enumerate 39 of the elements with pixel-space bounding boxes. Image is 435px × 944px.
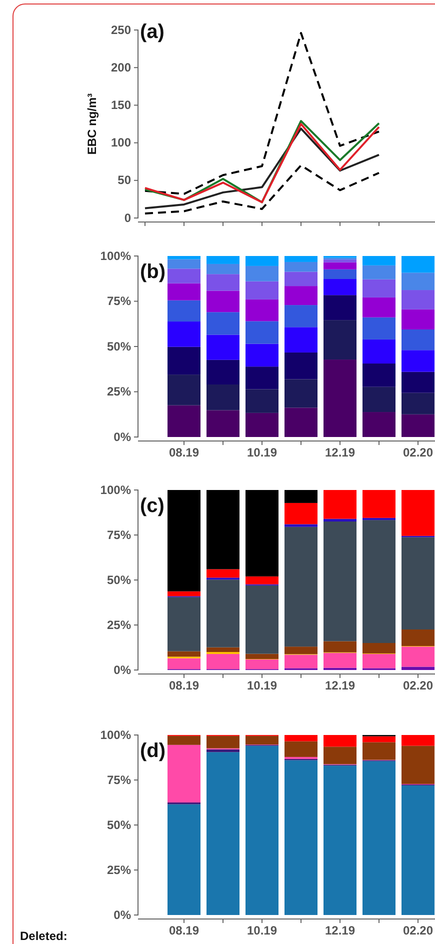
chart-title: (d) [140, 740, 166, 762]
y-tick-label: 25% [106, 618, 132, 632]
y-tick-label: 150 [110, 98, 132, 112]
text: Deleted: [20, 929, 68, 943]
y-tick-label: 25% [106, 862, 132, 877]
x-tick-label: 08.19 [168, 678, 200, 693]
x-tick-label: 02.20 [402, 446, 434, 460]
chart-title: (a) [140, 21, 164, 43]
y-tick-label: 0 [124, 210, 132, 225]
y-tick-label: 50% [106, 818, 132, 832]
x-tick-label: 08.19 [168, 446, 200, 460]
y-tick-label: 200 [110, 60, 132, 74]
y-tick-label: 75% [106, 772, 132, 787]
y-tick-label: 100% [100, 482, 132, 497]
y-axis-title: EBC ng/m³ [85, 93, 99, 155]
y-tick-label: 75% [106, 294, 132, 308]
y-tick-label: 100% [100, 728, 132, 742]
y-tick-label: 50% [106, 572, 132, 587]
x-tick-label: 12.19 [324, 924, 356, 938]
x-tick-label: 12.19 [324, 678, 356, 693]
chart-title: (c) [140, 495, 164, 517]
y-tick-label: 250 [110, 22, 132, 37]
y-tick-label: 50 [118, 173, 132, 188]
x-tick-label: 02.20 [402, 678, 434, 693]
y-tick-label: 0% [114, 430, 132, 444]
y-tick-label: 75% [106, 528, 132, 542]
y-tick-label: 50% [106, 339, 132, 354]
y-tick-label: 0% [114, 908, 132, 922]
chart-title: (b) [140, 261, 166, 283]
x-tick-label: 02.20 [402, 924, 434, 938]
y-tick-label: 0% [114, 662, 132, 677]
x-tick-label: 12.19 [324, 446, 356, 460]
y-tick-label: 100% [100, 248, 132, 263]
y-tick-label: 25% [106, 384, 132, 399]
x-tick-label: 10.19 [246, 446, 278, 460]
x-tick-label: 08.19 [168, 924, 200, 938]
y-tick-label: 100 [110, 136, 132, 150]
x-tick-label: 10.19 [246, 678, 278, 693]
x-tick-label: 10.19 [246, 924, 278, 938]
